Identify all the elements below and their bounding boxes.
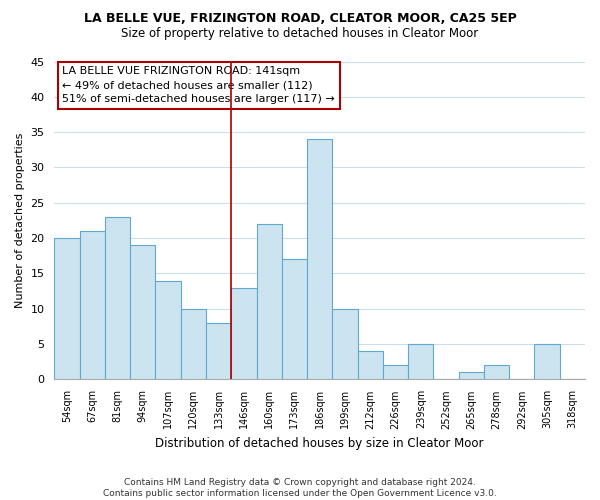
Bar <box>257 224 282 380</box>
Bar <box>484 366 509 380</box>
Bar <box>231 288 257 380</box>
Y-axis label: Number of detached properties: Number of detached properties <box>15 133 25 308</box>
Text: Size of property relative to detached houses in Cleator Moor: Size of property relative to detached ho… <box>121 28 479 40</box>
Text: Contains HM Land Registry data © Crown copyright and database right 2024.
Contai: Contains HM Land Registry data © Crown c… <box>103 478 497 498</box>
Bar <box>130 245 155 380</box>
Bar <box>307 139 332 380</box>
Bar <box>282 260 307 380</box>
Bar <box>358 351 383 380</box>
Bar <box>105 217 130 380</box>
Text: LA BELLE VUE, FRIZINGTON ROAD, CLEATOR MOOR, CA25 5EP: LA BELLE VUE, FRIZINGTON ROAD, CLEATOR M… <box>83 12 517 26</box>
Bar <box>383 366 408 380</box>
Bar <box>55 238 80 380</box>
Bar <box>80 231 105 380</box>
Bar <box>181 309 206 380</box>
Bar <box>535 344 560 380</box>
X-axis label: Distribution of detached houses by size in Cleator Moor: Distribution of detached houses by size … <box>155 437 484 450</box>
Bar <box>206 323 231 380</box>
Bar <box>408 344 433 380</box>
Text: LA BELLE VUE FRIZINGTON ROAD: 141sqm
← 49% of detached houses are smaller (112)
: LA BELLE VUE FRIZINGTON ROAD: 141sqm ← 4… <box>62 66 335 104</box>
Bar <box>155 280 181 380</box>
Bar <box>332 309 358 380</box>
Bar <box>458 372 484 380</box>
